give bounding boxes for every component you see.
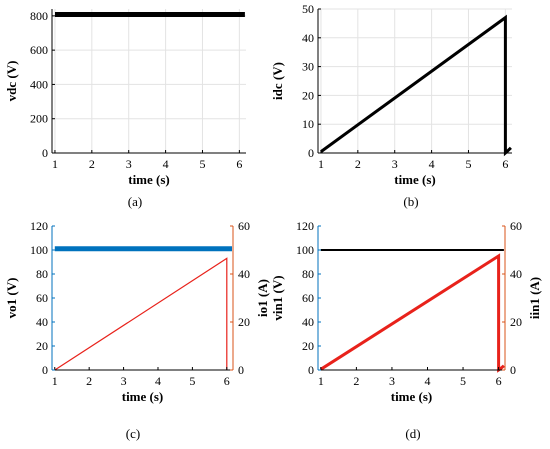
x-tick-label: 2 (86, 374, 92, 388)
x-tick-label: 1 (318, 374, 324, 388)
x-axis-label: time (s) (394, 172, 436, 187)
x-tick-label: 1 (318, 157, 324, 171)
chart-panel: 1 2 3 4 5 6 0 10 20 30 40 50 time (s) idc (V) (b) (270, 2, 512, 209)
y-tick-label: 0 (308, 146, 314, 160)
y-axis-label: idc (V) (270, 62, 285, 100)
y-tick-label: 60 (36, 291, 48, 305)
y-axis-label: vdc (V) (4, 61, 19, 102)
y-right-tick-label: 0 (510, 363, 516, 377)
x-tick-label: 5 (460, 374, 466, 388)
y-right-tick-label: 20 (510, 315, 522, 329)
y-tick-label: 0 (42, 146, 48, 160)
y-tick-label: 120 (296, 219, 314, 233)
series-line-2 (54, 257, 228, 371)
x-tick-label: 5 (189, 374, 195, 388)
y-tick-label: 60 (302, 291, 314, 305)
x-tick-label: 4 (163, 157, 169, 171)
y-tick-label: 400 (30, 77, 48, 91)
y-tick-label: 120 (30, 219, 48, 233)
y-axis-label: vin1 (V) (270, 275, 285, 320)
y-tick-label: 80 (302, 267, 314, 281)
series-line-2 (319, 253, 505, 373)
x-axis-label: time (s) (128, 172, 170, 187)
x-tick-label: 5 (199, 157, 205, 171)
x-tick-label: 2 (89, 157, 95, 171)
y-tick-label: 40 (302, 31, 314, 45)
y-tick-label: 20 (302, 88, 314, 102)
x-tick-label: 3 (121, 374, 127, 388)
x-tick-label: 3 (126, 157, 132, 171)
y-right-tick-label: 60 (238, 219, 250, 233)
y-right-axis-label: iin1 (A) (527, 277, 542, 319)
y-right-tick-label: 20 (238, 315, 250, 329)
x-tick-label: 3 (392, 157, 398, 171)
x-tick-label: 6 (236, 157, 242, 171)
x-tick-label: 3 (389, 374, 395, 388)
x-tick-label: 4 (429, 157, 435, 171)
y-tick-label: 20 (302, 339, 314, 353)
x-tick-label: 6 (496, 374, 502, 388)
x-tick-label: 1 (52, 374, 58, 388)
x-axis-label: time (s) (122, 389, 164, 404)
x-tick-label: 4 (155, 374, 161, 388)
y-tick-label: 40 (36, 315, 48, 329)
y-right-tick-label: 40 (238, 267, 250, 281)
x-tick-label: 6 (224, 374, 230, 388)
y-right-axis-label: io1 (A) (255, 279, 270, 317)
y-tick-label: 10 (302, 117, 314, 131)
x-tick-label: 6 (502, 157, 508, 171)
x-tick-label: 2 (353, 374, 359, 388)
y-tick-label: 200 (30, 112, 48, 126)
y-axis-label: vo1 (V) (4, 278, 19, 319)
y-right-tick-label: 60 (510, 219, 522, 233)
y-tick-label: 30 (302, 60, 314, 74)
x-axis-label: time (s) (391, 389, 433, 404)
x-tick-label: 2 (355, 157, 361, 171)
y-tick-label: 100 (296, 243, 314, 257)
y-tick-label: 0 (308, 363, 314, 377)
y-tick-label: 80 (36, 267, 48, 281)
y-tick-label: 100 (30, 243, 48, 257)
panel-caption: (c) (126, 426, 140, 441)
y-tick-label: 600 (30, 43, 48, 57)
y-tick-label: 20 (36, 339, 48, 353)
y-tick-label: 0 (42, 363, 48, 377)
y-right-tick-label: 40 (510, 267, 522, 281)
y-tick-label: 800 (30, 9, 48, 23)
panel-caption: (b) (403, 194, 418, 209)
y-right-tick-label: 0 (238, 363, 244, 377)
x-tick-label: 5 (465, 157, 471, 171)
y-tick-label: 50 (302, 2, 314, 16)
panel-caption: (d) (405, 426, 420, 441)
chart-panel: 1 2 3 4 5 6 0 200 400 600 800 time (s) vdc (V) (a) (4, 9, 246, 209)
y-tick-label: 40 (302, 315, 314, 329)
panel-caption: (a) (128, 194, 142, 209)
x-tick-label: 1 (52, 157, 58, 171)
x-tick-label: 4 (424, 374, 430, 388)
